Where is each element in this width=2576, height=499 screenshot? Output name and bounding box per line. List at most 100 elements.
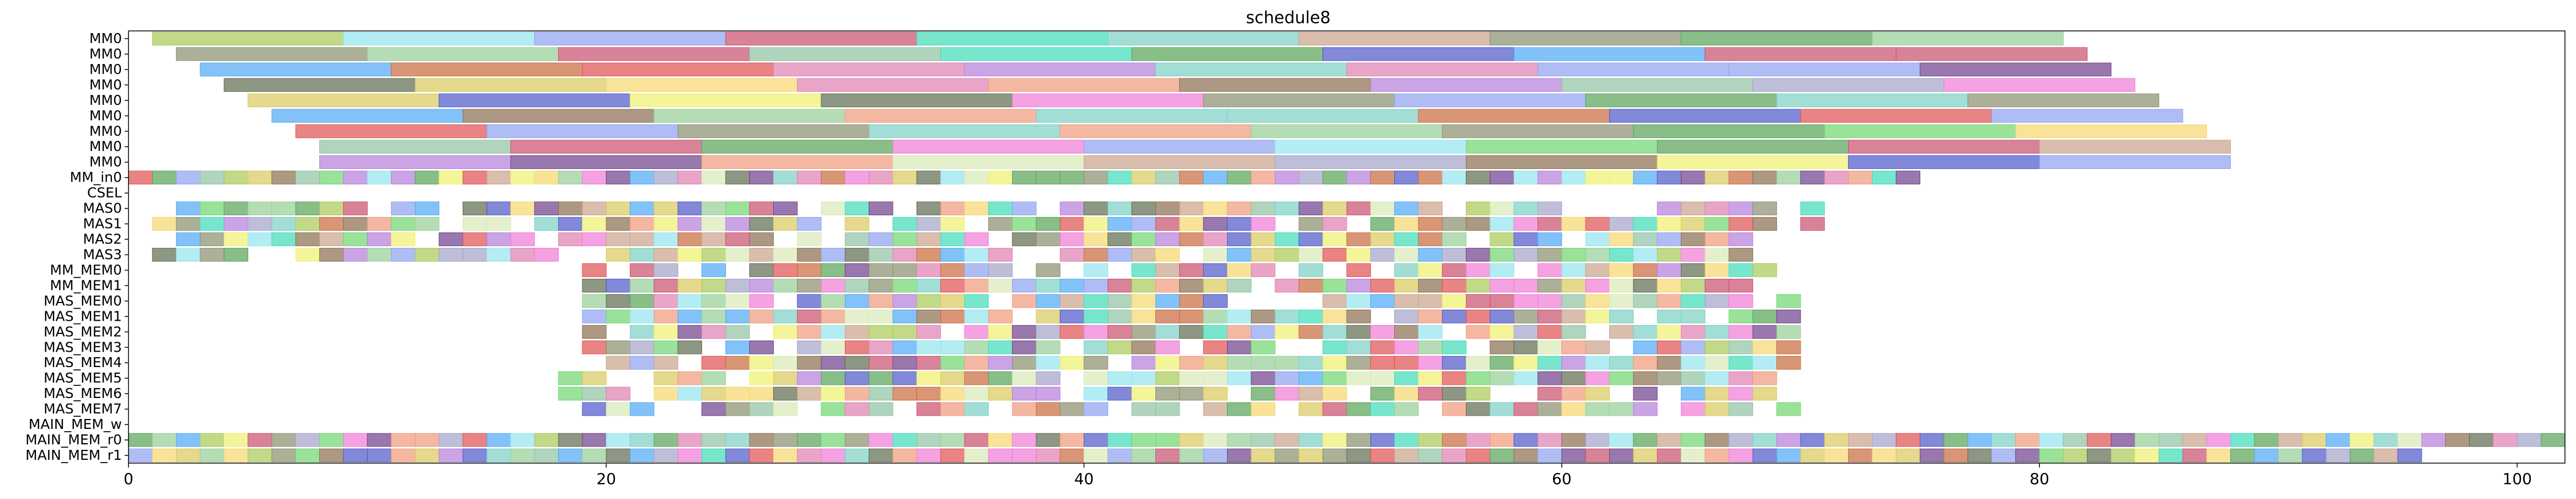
- task-bar: [797, 309, 822, 323]
- task-bar: [271, 109, 463, 123]
- task-bar: [223, 171, 249, 185]
- task-bar: [1012, 371, 1037, 385]
- task-bar: [1179, 279, 1204, 293]
- task-bar: [295, 433, 320, 447]
- task-bar: [1490, 201, 1514, 215]
- task-bar: [749, 309, 774, 323]
- task-bar: [1872, 448, 1897, 463]
- task-bar: [797, 279, 822, 293]
- task-bar: [1418, 232, 1443, 246]
- task-bar: [1609, 232, 1634, 246]
- task-bar: [797, 248, 822, 262]
- task-bar: [677, 433, 703, 447]
- task-bar: [821, 93, 1013, 108]
- task-bar: [1131, 355, 1156, 370]
- row-label: MM0: [89, 46, 122, 62]
- task-bar: [1538, 433, 1562, 447]
- task-bar: [1059, 433, 1085, 447]
- task-bar: [1346, 448, 1371, 463]
- task-bar: [415, 78, 607, 92]
- task-bar: [534, 433, 559, 447]
- task-bar: [248, 217, 272, 231]
- task-bar: [1561, 433, 1586, 447]
- task-bar: [1991, 448, 2016, 463]
- task-bar: [892, 248, 917, 262]
- task-bar: [821, 279, 845, 293]
- task-bar: [2015, 433, 2040, 447]
- task-bar: [1728, 340, 1753, 354]
- task-bar: [1657, 355, 1681, 370]
- task-bar: [821, 294, 845, 308]
- plot-frame: [128, 30, 2566, 464]
- task-bar: [940, 309, 965, 323]
- task-bar: [773, 309, 798, 323]
- task-bar: [1561, 263, 1586, 277]
- task-bar: [1967, 433, 1992, 447]
- task-bar: [606, 171, 631, 185]
- task-bar: [223, 248, 249, 262]
- task-bar: [1824, 171, 1849, 185]
- task-bar: [1800, 201, 1825, 215]
- task-bar: [654, 248, 678, 262]
- task-bar: [319, 217, 344, 231]
- task-bar: [1203, 263, 1228, 277]
- task-bar: [2469, 433, 2494, 447]
- task-bar: [1824, 124, 2016, 139]
- task-bar: [940, 371, 965, 385]
- task-bar: [319, 448, 344, 463]
- task-bar: [271, 232, 296, 246]
- task-bar: [1155, 433, 1180, 447]
- task-bar: [1680, 433, 1706, 447]
- task-bar: [1633, 217, 1658, 231]
- task-bar: [223, 201, 249, 215]
- task-bar: [510, 433, 535, 447]
- task-bar: [964, 355, 989, 370]
- task-bar: [1442, 232, 1467, 246]
- task-bar: [821, 402, 845, 416]
- task-bar: [701, 386, 726, 401]
- task-bar: [1251, 386, 1276, 401]
- task-bar: [1227, 263, 1252, 277]
- row-label: MAS3: [83, 246, 122, 262]
- task-bar: [1585, 93, 1777, 108]
- task-bar: [1107, 217, 1132, 231]
- task-bar: [1418, 448, 1443, 463]
- task-bar: [1752, 171, 1777, 185]
- task-bar: [1728, 62, 1921, 77]
- task-bar: [1728, 294, 1753, 308]
- task-bar: [1633, 402, 1658, 416]
- task-bar: [1490, 31, 1681, 46]
- task-bar: [844, 171, 870, 185]
- task-bar: [892, 171, 917, 185]
- task-bar: [1800, 448, 1825, 463]
- task-bar: [916, 386, 941, 401]
- task-bar: [200, 171, 224, 185]
- task-bar: [510, 248, 535, 262]
- task-bar: [1633, 294, 1658, 308]
- task-bar: [1059, 309, 1085, 323]
- task-bar: [1059, 294, 1085, 308]
- task-bar: [892, 263, 917, 277]
- task-bar: [916, 371, 941, 385]
- task-bar: [1705, 340, 1729, 354]
- task-bar: [773, 263, 798, 277]
- row-label: MAIN_MEM_w: [29, 416, 122, 432]
- task-bar: [1752, 448, 1777, 463]
- task-bar: [1490, 402, 1514, 416]
- task-bar: [486, 201, 511, 215]
- task-bar: [1609, 171, 1634, 185]
- task-bar: [1824, 433, 1849, 447]
- task-bar: [2421, 433, 2446, 447]
- task-bar: [1466, 325, 1491, 339]
- task-bar: [2541, 433, 2566, 447]
- task-bar: [1155, 448, 1180, 463]
- row-label: CSEL: [87, 185, 122, 201]
- task-bar: [1131, 309, 1156, 323]
- task-bar: [1346, 263, 1371, 277]
- task-bar: [1728, 386, 1753, 401]
- task-bar: [1728, 263, 1753, 277]
- task-bar: [582, 402, 607, 416]
- task-bar: [606, 355, 631, 370]
- task-bar: [749, 355, 774, 370]
- task-bar: [1728, 171, 1753, 185]
